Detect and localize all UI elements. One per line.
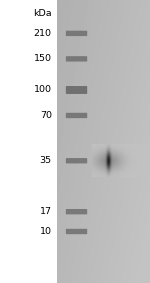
Text: 210: 210 (34, 29, 52, 38)
Text: 35: 35 (40, 156, 52, 165)
FancyBboxPatch shape (66, 56, 87, 61)
Text: 150: 150 (34, 54, 52, 63)
FancyBboxPatch shape (66, 229, 87, 234)
Text: 17: 17 (40, 207, 52, 216)
FancyBboxPatch shape (66, 86, 87, 94)
FancyBboxPatch shape (66, 209, 87, 215)
FancyBboxPatch shape (66, 158, 87, 163)
Text: 70: 70 (40, 111, 52, 120)
FancyBboxPatch shape (66, 31, 87, 36)
Bar (0, 0, 57, 283)
Text: 10: 10 (40, 227, 52, 236)
Text: 100: 100 (34, 85, 52, 95)
Text: kDa: kDa (33, 9, 52, 18)
FancyBboxPatch shape (66, 113, 87, 118)
